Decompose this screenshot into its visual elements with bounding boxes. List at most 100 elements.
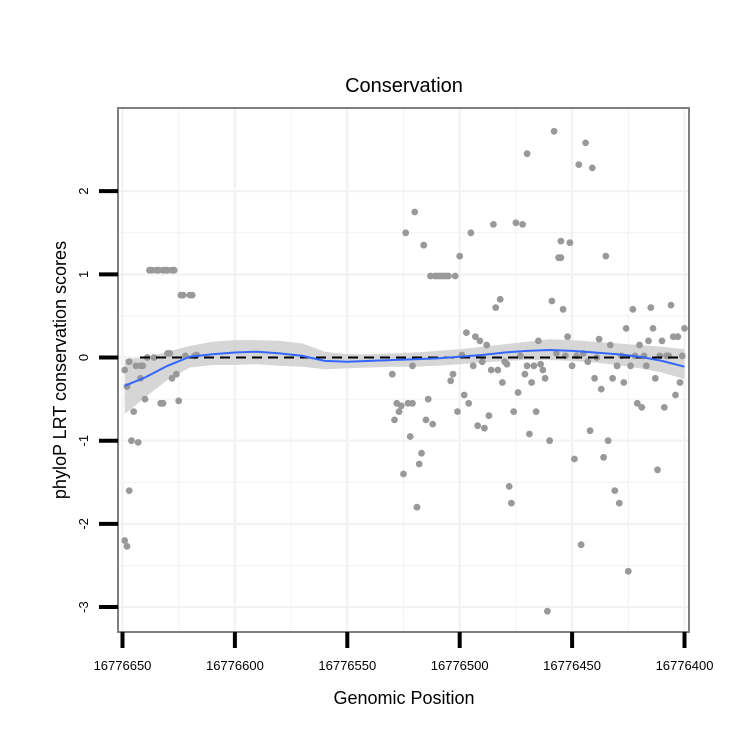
data-point xyxy=(681,325,688,332)
x-tick-label: 16776600 xyxy=(206,658,264,673)
data-point xyxy=(490,221,497,228)
data-point xyxy=(123,542,131,550)
data-point xyxy=(530,362,538,370)
data-point xyxy=(615,499,623,507)
data-point xyxy=(674,333,682,341)
panel-border xyxy=(117,107,690,633)
data-point xyxy=(411,208,419,216)
data-point xyxy=(130,408,138,415)
data-point xyxy=(409,399,416,407)
data-point xyxy=(544,607,551,615)
data-point xyxy=(476,337,484,345)
data-point xyxy=(604,437,612,445)
data-point xyxy=(168,374,176,382)
data-point xyxy=(654,466,661,474)
data-point xyxy=(397,402,405,410)
data-point xyxy=(557,237,565,245)
data-point xyxy=(395,408,403,415)
data-point xyxy=(447,377,455,385)
data-point xyxy=(559,305,567,313)
data-point xyxy=(487,366,495,374)
data-point xyxy=(170,266,178,274)
data-point xyxy=(609,374,616,382)
data-point xyxy=(620,379,628,386)
data-point xyxy=(472,333,479,341)
data-point xyxy=(535,337,542,345)
data-point xyxy=(658,337,666,345)
y-tick-label: -3 xyxy=(76,601,91,613)
data-point xyxy=(508,499,515,507)
data-point xyxy=(541,374,549,382)
data-point xyxy=(422,416,430,424)
data-point xyxy=(451,272,459,280)
data-point xyxy=(649,325,657,332)
data-point xyxy=(445,272,452,280)
data-point xyxy=(526,430,533,438)
data-point xyxy=(564,333,571,341)
data-point xyxy=(586,427,594,435)
data-point xyxy=(550,127,558,135)
data-point xyxy=(134,439,142,446)
data-point xyxy=(463,329,470,336)
y-axis-label: phyloP LRT conservation scores xyxy=(50,241,70,499)
x-tick-label: 16776400 xyxy=(656,658,714,673)
data-point xyxy=(139,362,147,370)
data-point xyxy=(613,362,621,370)
data-point xyxy=(539,366,547,374)
y-tick-label: 2 xyxy=(76,188,91,195)
data-point xyxy=(591,374,598,382)
data-point xyxy=(588,164,596,172)
data-point xyxy=(512,219,520,227)
data-point xyxy=(678,352,686,360)
data-point xyxy=(568,362,576,370)
data-point xyxy=(150,354,158,361)
data-point xyxy=(602,252,610,260)
plot-panel xyxy=(117,107,690,633)
data-point xyxy=(496,295,504,303)
data-point xyxy=(633,399,641,407)
data-point xyxy=(557,254,565,262)
data-point xyxy=(125,487,133,494)
data-point xyxy=(537,360,544,368)
data-point xyxy=(420,241,428,249)
data-point xyxy=(517,352,524,360)
data-point xyxy=(175,397,183,405)
data-point xyxy=(575,161,583,169)
data-point xyxy=(577,541,585,549)
data-point xyxy=(600,453,607,461)
data-point xyxy=(391,416,398,424)
data-point xyxy=(645,337,652,345)
data-point xyxy=(188,291,196,299)
data-point xyxy=(627,362,634,370)
data-point xyxy=(409,362,416,370)
data-point xyxy=(642,362,650,370)
data-point xyxy=(492,304,500,311)
data-point xyxy=(159,399,167,407)
y-tick-label: -1 xyxy=(76,435,91,447)
data-point xyxy=(523,362,531,370)
data-point xyxy=(499,379,506,386)
data-point xyxy=(173,370,180,378)
data-point xyxy=(566,239,574,247)
data-point xyxy=(624,567,632,575)
data-point xyxy=(505,483,513,490)
x-tick-label: 16776500 xyxy=(431,658,489,673)
data-point xyxy=(521,370,529,378)
data-point xyxy=(429,420,437,428)
y-tick-label: -2 xyxy=(76,518,91,530)
x-tick-label: 16776650 xyxy=(94,658,152,673)
data-point xyxy=(629,305,637,313)
data-point xyxy=(584,358,592,366)
data-point xyxy=(528,379,535,386)
data-point xyxy=(651,374,659,382)
data-point xyxy=(553,350,560,357)
data-point xyxy=(400,470,407,478)
x-tick-label: 16776450 xyxy=(543,658,601,673)
data-point xyxy=(546,437,553,445)
data-point xyxy=(503,360,511,368)
data-point xyxy=(510,408,518,415)
data-point xyxy=(638,404,646,411)
data-point xyxy=(121,537,129,544)
data-point xyxy=(595,335,603,343)
data-point xyxy=(597,385,605,393)
